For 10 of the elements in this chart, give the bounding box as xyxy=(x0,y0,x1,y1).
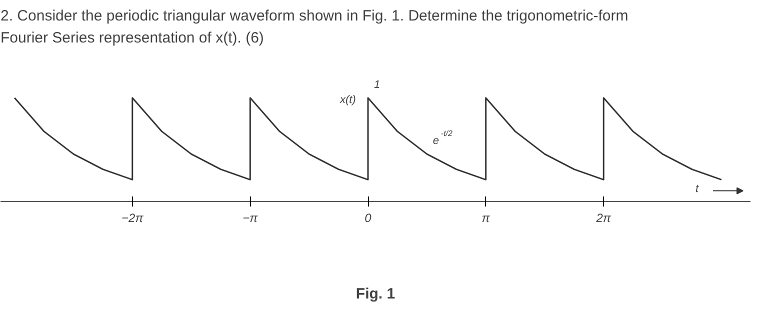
annotation: 1 xyxy=(374,78,380,91)
x-tick-label: 2π xyxy=(595,211,612,226)
chart-title: 2. Consider the periodic triangular waveform shown in Fig. 1. Determine the trigonometric-form Fourier Series representation of x(t). (6) xyxy=(0,7,628,46)
caption: Fig. 1 xyxy=(356,286,396,302)
x-tick-label: 0 xyxy=(364,211,372,226)
x-tick-label: −2π xyxy=(122,211,144,226)
x-axis-title: t xyxy=(696,183,700,196)
y-axis-title: x(t) xyxy=(339,94,356,106)
x-tick-label: π xyxy=(482,211,491,226)
x-tick-label: −π xyxy=(242,211,259,226)
